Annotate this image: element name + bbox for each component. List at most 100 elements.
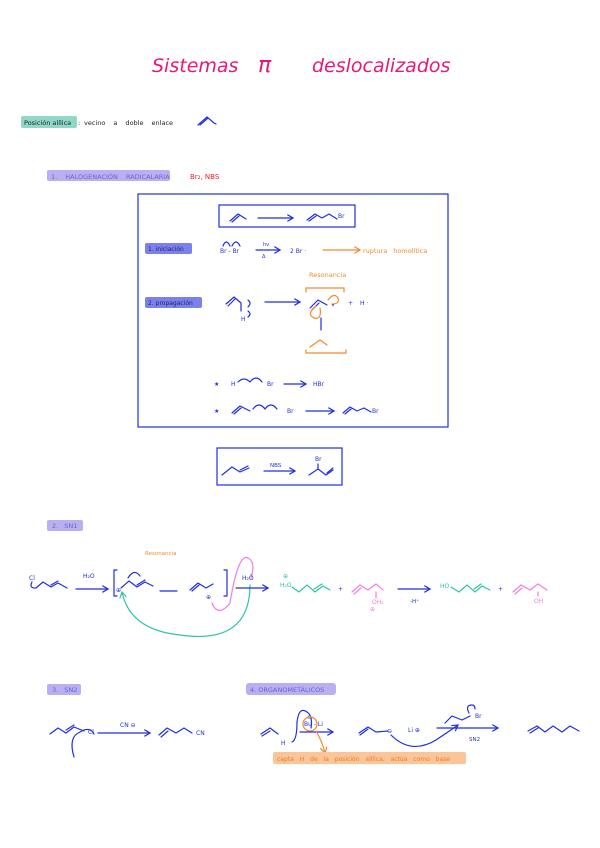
water-nucleophile: H₂Ö [242,575,254,582]
condition-heat: Δ [262,254,266,260]
product-structure [450,584,491,593]
step-label-bg [145,243,192,254]
allyl-anion-structure [358,726,389,734]
nucleophile-attack-arrow [211,557,254,612]
product-structure [512,583,548,593]
resonance-bracket [305,287,345,293]
homolytic-arrows [222,241,241,247]
oxonium-charge: ⊕ [283,573,288,580]
bromine-label: Br [338,213,345,220]
hydrogen-radical: H · [360,300,368,307]
propene-structure [260,727,279,735]
section-label-bg [47,520,83,531]
bromine-radical: Br [287,408,294,415]
section2-label: 2. SN1 [52,522,77,530]
resonance-structure [309,339,328,348]
chlorine-label: Cl [88,729,94,736]
mechanism-box [137,193,449,428]
hbr-product: HBr [313,381,325,388]
nbs-box [216,447,343,486]
title-word: deslocalizados [312,55,451,77]
allyl-cation-structure [120,580,154,589]
chlorine-label: Cl [29,575,35,582]
allyl-cation-structure [189,582,214,591]
allyl-radical-structure [309,299,328,309]
propene-structure [229,213,247,222]
base-highlight [302,716,318,732]
deprotonation-label: -H⁺ [410,598,419,605]
mechanism-label: SN2 [469,737,480,743]
oxonium-charge: ⊕ [370,606,375,613]
bromobutene-structure [308,468,334,476]
sn2-attack-arrow [71,728,95,758]
section-label-bg [47,684,81,695]
section4-label: 4. ORGANOMETÁLICOS [250,685,324,694]
nbs-reagent: NBS [270,463,282,469]
resonance-bracket [305,349,347,354]
base-charge: ⊖ [307,715,311,721]
product-structure [351,583,384,593]
hydroxyl-group: HO [440,583,450,590]
hexene-structure [527,725,580,733]
section-label-bg [47,170,170,181]
cation-charge: ⊕ [206,594,211,601]
radical-arrows [237,377,263,383]
bromine-label: Br [372,408,379,415]
definition-text: vecino a doble enlace [84,119,173,127]
section1-reagents: Br₂, NBS [190,173,220,181]
hydrogen-label: H [241,316,246,323]
anion-charge: ⊖ [387,728,392,735]
condition-light: hν [263,242,269,248]
section-label-bg [246,683,336,695]
plus-sign: + [338,586,343,593]
initiation-reactant: Br - Br [220,248,240,255]
propene-structure [225,296,242,312]
plus-sign: + [498,586,503,593]
cyanide-reagent: CN ⊖ [120,722,136,729]
initiation-label: 1. iniciación [148,246,184,253]
definition-colon: : [78,119,80,127]
note-highlight [273,752,466,764]
bromine-radical: Br [267,381,274,388]
resonance-brackets [113,569,228,597]
bromine-label: Br [475,713,482,720]
resonance-label: Resonancia [309,271,346,279]
alkyl-halide-structure [444,715,471,724]
bromine-label: Br [315,456,322,463]
allyl-chloride-structure [35,581,68,589]
initiation-product: 2 Br · [290,248,306,255]
organometallic-note: capta H de la posición alílica, actúa co… [277,756,450,763]
hydrogen-label: H [231,381,236,388]
allyl-bromide-structure [342,406,372,414]
product-structure [291,584,331,593]
hydrogen-label: H [281,740,286,747]
note-arrow [315,730,325,753]
plus-sign: + [348,300,353,307]
allyl-radical-structure [231,405,251,414]
title-word: Sistemas [152,55,239,77]
summary-box [218,204,356,228]
step-label-bg [145,297,202,308]
nitrile-structure [158,727,193,736]
star-icon: ★ [214,381,219,388]
radical-arrows [252,404,278,410]
definition-highlight [21,116,77,128]
definition-term: Posición alílica [24,119,71,127]
butyllithium: Bu - Li [304,721,323,728]
nucleophile-attack-arrow [122,584,251,637]
propagation-label: 2. propagación [148,300,193,307]
butene-structure [221,466,250,476]
resonance-label: Resonancia [145,551,176,557]
initiation-note: ruptura homolítica [363,247,427,255]
allyl-bromide-structure [306,213,338,221]
star-icon: ★ [214,408,219,415]
section1-label: 1. HALOGENACIÓN RADICALARIA [51,172,170,181]
oxonium-group: OH₂ [372,599,384,606]
cyano-group: CN [196,730,205,737]
hydroxyl-group: OH [534,598,543,605]
cation-charge: ⊕ [116,587,121,594]
allyl-chloride-structure [49,726,85,735]
page-title: Sistemas π deslocalizados [152,53,451,78]
